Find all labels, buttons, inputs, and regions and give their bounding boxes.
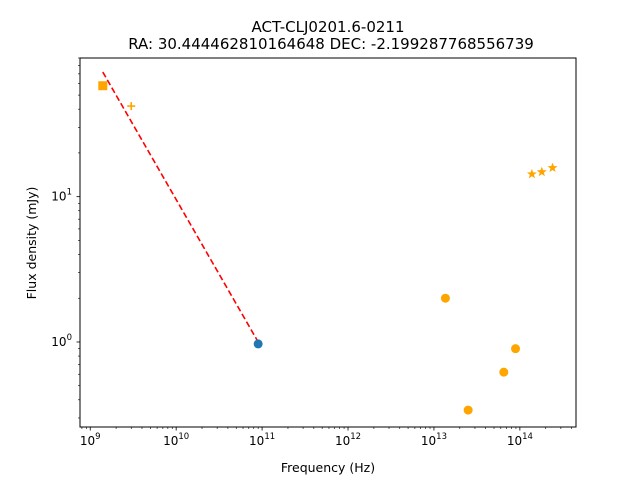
fit-line [102, 71, 259, 343]
data-point-square-0-0 [98, 81, 108, 91]
data-point-star-4-1 [536, 166, 547, 177]
data-point-circle-3-0 [440, 293, 450, 303]
y-tick-label: 101 [51, 188, 72, 204]
x-tick-label: 1013 [421, 432, 447, 448]
data-point-circle-3-1 [463, 405, 473, 415]
chart-subtitle: RA: 30.444462810164648 DEC: -2.199287768… [128, 35, 534, 53]
y-tick-label: 100 [51, 333, 72, 349]
plot-frame [79, 57, 577, 428]
x-axis-label: Frequency (Hz) [281, 460, 375, 475]
data-point-circle-3-2 [499, 367, 509, 377]
x-tick-label: 109 [80, 432, 101, 448]
data-point-star-4-2 [547, 162, 558, 173]
chart-title: ACT-CLJ0201.6-0211 [252, 18, 405, 36]
x-tick-label: 1014 [507, 432, 533, 448]
axis-ticks: 109 1010 1011 1012 1013 1014 100 101 [51, 57, 572, 448]
plot-area [98, 71, 558, 415]
x-tick-label: 1010 [163, 432, 189, 448]
data-point-plus-1-0 [127, 102, 136, 111]
x-tick-label: 1011 [249, 432, 275, 448]
data-point-circle-3-3 [511, 344, 521, 354]
y-axis-label: Flux density (mJy) [24, 187, 39, 300]
data-point-star-4-0 [526, 168, 537, 179]
data-point-circle-2-0 [253, 339, 263, 349]
x-tick-label: 1012 [335, 432, 361, 448]
